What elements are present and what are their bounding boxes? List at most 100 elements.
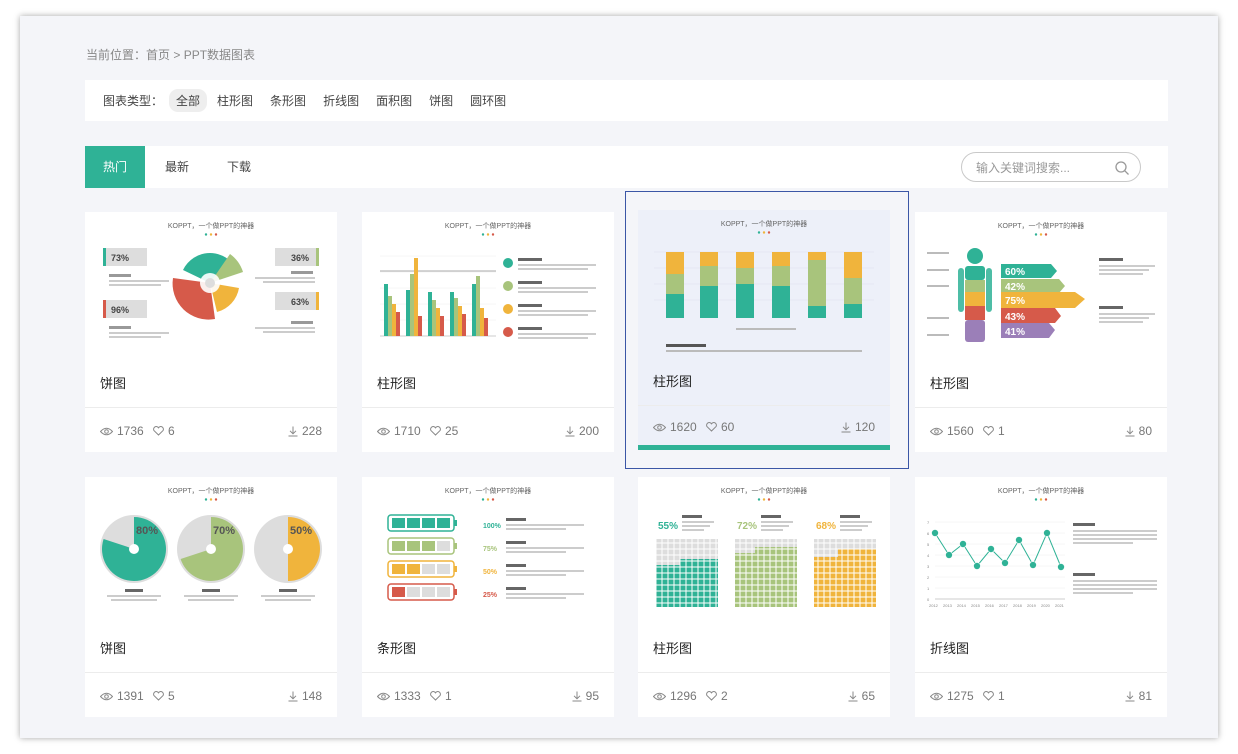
like-count[interactable]: 2 xyxy=(706,689,728,703)
filter-option-all[interactable]: 全部 xyxy=(169,89,208,112)
y-tick-2: 2 xyxy=(927,575,930,580)
waffle-label-55: 55% xyxy=(658,521,678,532)
card-title[interactable]: 柱形图 xyxy=(653,641,693,656)
card-title[interactable]: 饼图 xyxy=(100,376,127,391)
card-title[interactable]: 柱形图 xyxy=(653,374,693,389)
card-title[interactable]: 柱形图 xyxy=(377,376,417,391)
year-2016: 2016 xyxy=(985,603,995,608)
heart-icon xyxy=(706,691,717,701)
download-icon xyxy=(288,426,298,436)
filter-option-area[interactable]: 面积图 xyxy=(376,94,413,108)
waffle-label-72: 72% xyxy=(737,521,757,532)
download-count-value: 80 xyxy=(1138,424,1152,438)
thumbnail-dots xyxy=(481,233,495,236)
thumbnail-heading: KOPPT，一个做PPT的神器 xyxy=(720,488,808,495)
y-tick-3: 3 xyxy=(927,564,930,569)
year-2012: 2012 xyxy=(929,603,939,608)
eye-icon xyxy=(653,423,666,431)
download-count-value: 65 xyxy=(861,689,875,703)
eye-icon xyxy=(377,427,390,435)
card-hover-outline xyxy=(625,191,909,469)
battery-bar-preview: 100% 75% 50% 25% xyxy=(387,514,584,601)
download-count[interactable]: 200 xyxy=(565,424,599,438)
like-count[interactable]: 6 xyxy=(153,424,175,438)
card-thumbnail: KOPPT，一个做PPT的神器 80% 70% 50% xyxy=(85,477,337,622)
download-count[interactable]: 228 xyxy=(288,424,322,438)
download-icon xyxy=(848,691,858,701)
infographic-label-3: 75% xyxy=(1005,296,1025,307)
download-count-value: 81 xyxy=(1138,689,1152,703)
column-chart-preview xyxy=(380,255,596,339)
like-count[interactable]: 1 xyxy=(983,424,1005,438)
breadcrumb: 当前位置：首页 > PPT数据图表 xyxy=(86,46,255,63)
download-count[interactable]: 80 xyxy=(1125,424,1152,438)
card-title[interactable]: 柱形图 xyxy=(930,376,970,391)
chart-card[interactable]: KOPPT，一个做PPT的神器 60% 42% 75% 43% xyxy=(915,212,1167,452)
like-count[interactable]: 1 xyxy=(983,689,1005,703)
download-count-value: 148 xyxy=(301,689,322,703)
tab-download[interactable]: 下载 xyxy=(226,160,251,174)
year-2015: 2015 xyxy=(971,603,981,608)
download-count-value: 200 xyxy=(578,424,599,438)
search-input[interactable] xyxy=(976,159,1112,177)
filter-option-pie[interactable]: 饼图 xyxy=(429,94,454,108)
battery-label-100: 100% xyxy=(483,523,502,530)
year-2021: 2021 xyxy=(1055,603,1065,608)
thumbnail-heading: KOPPT，一个做PPT的神器 xyxy=(444,488,532,495)
infographic-label-2: 42% xyxy=(1005,282,1025,293)
card-title[interactable]: 折线图 xyxy=(930,641,970,656)
battery-label-25: 25% xyxy=(483,592,498,599)
card-title[interactable]: 条形图 xyxy=(377,641,417,656)
chart-card[interactable]: KOPPT，一个做PPT的神器 73% 96% 36% 63% xyxy=(85,212,337,452)
download-icon xyxy=(1125,426,1135,436)
chart-card[interactable]: KOPPT，一个做PPT的神器 柱形图 1710 25 xyxy=(362,212,614,452)
filter-label: 图表类型： xyxy=(103,94,164,108)
chart-card[interactable]: KOPPT，一个做PPT的神器 100% 75% 50% 25% xyxy=(362,477,614,717)
chart-card[interactable]: KOPPT，一个做PPT的神器 80% 70% 50% 饼图 xyxy=(85,477,337,717)
download-icon xyxy=(565,426,575,436)
card-divider xyxy=(638,672,890,673)
download-count[interactable]: 95 xyxy=(572,689,599,703)
y-tick-1: 1 xyxy=(927,586,930,591)
tab-hot[interactable]: 热门 xyxy=(85,146,145,188)
like-count[interactable]: 1 xyxy=(430,689,452,703)
thumbnail-heading: KOPPT，一个做PPT的神器 xyxy=(444,223,532,230)
download-count[interactable]: 81 xyxy=(1125,689,1152,703)
card-hover-accent-bar xyxy=(638,445,890,450)
card-thumbnail: KOPPT，一个做PPT的神器 73% 96% 36% 63% xyxy=(85,212,337,357)
chart-card-hovered[interactable]: KOPPT，一个做PPT的神器 柱形图 1620 60 120 xyxy=(638,210,890,450)
pie-label-50: 50% xyxy=(290,525,312,537)
waffle-label-68: 68% xyxy=(816,521,836,532)
tab-latest[interactable]: 最新 xyxy=(164,160,189,174)
filter-option-donut[interactable]: 圆环图 xyxy=(470,94,507,108)
card-stats: 1296 2 65 xyxy=(653,689,875,703)
pie-label-80: 80% xyxy=(136,525,158,537)
like-count[interactable]: 25 xyxy=(430,424,458,438)
download-icon xyxy=(841,422,851,432)
battery-label-50: 50% xyxy=(483,569,498,576)
like-count[interactable]: 60 xyxy=(706,420,734,434)
download-count[interactable]: 148 xyxy=(288,689,322,703)
download-count[interactable]: 120 xyxy=(841,420,875,434)
like-count[interactable]: 5 xyxy=(153,689,175,703)
download-count[interactable]: 65 xyxy=(848,689,875,703)
eye-icon xyxy=(653,692,666,700)
eye-icon xyxy=(930,692,943,700)
view-count-value: 1710 xyxy=(394,424,421,438)
chart-type-filter: 图表类型： 全部 柱形图 条形图 折线图 面积图 饼图 圆环图 xyxy=(85,80,1168,121)
eye-icon xyxy=(930,427,943,435)
card-title[interactable]: 饼图 xyxy=(100,641,127,656)
chart-card[interactable]: KOPPT，一个做PPT的神器 55% 72% 68% xyxy=(638,477,890,717)
filter-option-bar[interactable]: 条形图 xyxy=(270,94,307,108)
breadcrumb-home-link[interactable]: 首页 xyxy=(146,48,171,62)
like-count-value: 1 xyxy=(998,424,1005,438)
filter-option-column[interactable]: 柱形图 xyxy=(217,94,254,108)
thumbnail-heading: KOPPT，一个做PPT的神器 xyxy=(997,223,1085,230)
view-count-value: 1333 xyxy=(394,689,421,703)
filter-option-line[interactable]: 折线图 xyxy=(323,94,360,108)
thumbnail-heading: KOPPT，一个做PPT的神器 xyxy=(997,488,1085,495)
chart-card[interactable]: KOPPT，一个做PPT的神器 0 1 2 3 4 5 6 7 xyxy=(915,477,1167,717)
page-frame: 当前位置：首页 > PPT数据图表 图表类型： 全部 柱形图 条形图 折线图 面… xyxy=(20,16,1218,738)
search-icon[interactable] xyxy=(1114,160,1130,176)
breadcrumb-separator: > xyxy=(170,48,184,62)
